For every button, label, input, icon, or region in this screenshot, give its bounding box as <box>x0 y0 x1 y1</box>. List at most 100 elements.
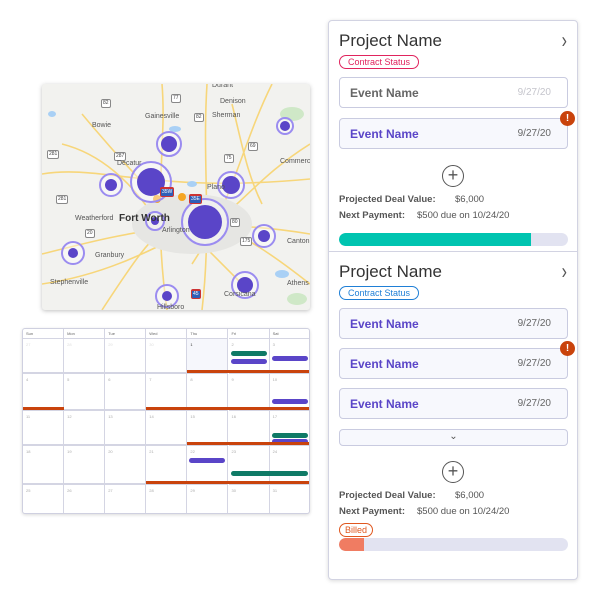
calendar-day-cell[interactable]: 21 <box>146 446 188 485</box>
event-date: 9/27/20 <box>517 398 551 409</box>
event-item[interactable]: Event Name 9/27/20! <box>339 111 575 149</box>
cluster-marker[interactable] <box>137 168 165 196</box>
calendar-day-cell[interactable]: 27 <box>105 485 147 513</box>
city-label: Denison <box>220 98 246 105</box>
calendar: Sun Mon Tue Wed Thu Fri Sat 27 28 29 30 1 2 3 4 5 6 7 8 9 10… <box>22 328 310 514</box>
calendar-span-line[interactable] <box>187 370 309 373</box>
event-name: Event Name <box>350 86 419 100</box>
calendar-span-line[interactable] <box>23 407 65 410</box>
expand-events-button[interactable]: ⌄ <box>339 429 568 446</box>
next-payment-label: Next Payment: <box>339 210 405 221</box>
calendar-day-cell[interactable]: 8 <box>187 374 229 411</box>
calendar-day-cell[interactable]: 9 <box>228 374 270 411</box>
deal-value: $6,000 <box>455 194 485 205</box>
calendar-day-cell[interactable]: 12 <box>64 411 106 446</box>
calendar-span-line[interactable] <box>146 407 309 410</box>
progress-fill <box>339 233 532 246</box>
exclamation-icon[interactable]: ! <box>560 341 575 356</box>
calendar-day-cell[interactable]: 10 <box>269 374 309 411</box>
cluster-marker[interactable] <box>222 176 240 194</box>
calendar-day-cell[interactable]: 30 <box>146 339 188 374</box>
city-label: Corsicana <box>224 291 256 298</box>
project-title[interactable]: Project Name <box>339 262 442 281</box>
add-event-button[interactable]: + <box>442 165 464 187</box>
calendar-day-cell[interactable]: 29 <box>105 339 147 374</box>
highway-shield: 80 <box>230 218 240 227</box>
payment-progress-bar <box>339 538 568 551</box>
calendar-day-cell[interactable]: 25 <box>23 485 65 513</box>
chevron-right-icon[interactable]: › <box>561 260 567 285</box>
highway-shield: 175 <box>240 237 253 246</box>
exclamation-icon[interactable]: ! <box>560 111 575 126</box>
city-label: Hillsboro <box>157 304 185 310</box>
project-title[interactable]: Project Name <box>339 31 442 50</box>
highway-shield: 75 <box>224 154 234 163</box>
calendar-day-cell[interactable]: 1 <box>187 339 229 374</box>
calendar-event[interactable] <box>271 439 308 444</box>
event-item[interactable]: Event Name 9/27/20! <box>339 341 575 379</box>
calendar-span-line[interactable] <box>146 481 309 484</box>
deal-value-label: Projected Deal Value: <box>339 194 436 205</box>
calendar-day-cell[interactable]: 13 <box>105 411 147 446</box>
highway-shield: 35E <box>189 194 202 204</box>
calendar-day-cell[interactable]: 6 <box>105 374 147 411</box>
city-label: Bowie <box>92 122 112 129</box>
calendar-day-cell[interactable]: 2 <box>228 339 270 374</box>
project-panel: Project Name › Contract Status Event Name 9/… <box>328 20 578 580</box>
calendar-day-cell[interactable]: 19 <box>64 446 106 485</box>
calendar-event[interactable] <box>271 398 308 404</box>
calendar-day-cell[interactable]: 18 <box>23 446 65 485</box>
calendar-event[interactable] <box>230 351 267 356</box>
deal-value-label: Projected Deal Value: <box>339 490 436 501</box>
chevron-right-icon[interactable]: › <box>561 29 567 54</box>
event-item[interactable]: Event Name 9/27/20 <box>339 388 568 419</box>
calendar-event[interactable] <box>230 359 267 364</box>
calendar-day-cell[interactable]: 16 <box>228 411 270 446</box>
calendar-day-cell[interactable]: 11 <box>23 411 65 446</box>
calendar-event[interactable] <box>271 432 308 438</box>
calendar-day-cell[interactable]: 14 <box>146 411 188 446</box>
event-name: Event Name <box>350 397 419 411</box>
calendar-day-cell[interactable]: 20 <box>105 446 147 485</box>
calendar-span-line[interactable] <box>187 442 309 445</box>
calendar-day-header: Sat <box>269 329 309 339</box>
calendar-day-cell[interactable]: 28 <box>146 485 188 513</box>
calendar-day-cell[interactable]: 5 <box>64 374 106 411</box>
highway-shield: 77 <box>171 94 181 103</box>
cluster-marker[interactable] <box>151 217 159 225</box>
city-label: Gainesville <box>145 113 180 120</box>
calendar-day-cell[interactable]: 24 <box>269 446 309 485</box>
event-item[interactable]: Event Name 9/27/20 <box>339 77 568 108</box>
calendar-day-cell[interactable]: 28 <box>64 339 106 374</box>
highway-shield: 82 <box>101 99 111 108</box>
cluster-marker[interactable] <box>188 205 222 239</box>
cluster-marker[interactable] <box>105 179 117 191</box>
calendar-event[interactable] <box>230 470 308 476</box>
project-card: Project Name › Contract Status Event Name 9/… <box>329 251 577 581</box>
calendar-day-cell[interactable]: 23 <box>228 446 270 485</box>
calendar-day-cell[interactable]: 7 <box>146 374 188 411</box>
calendar-day-cell[interactable]: 30 <box>229 485 270 513</box>
calendar-day-cell[interactable]: 22 <box>187 446 229 485</box>
calendar-day-cell[interactable]: 26 <box>64 485 106 513</box>
map[interactable]: 77 82 82 69 287 281 75 281 20 175 80 35W 35E 45 Duran… <box>42 84 310 310</box>
cluster-marker[interactable] <box>280 121 290 131</box>
cluster-marker[interactable] <box>258 230 270 242</box>
next-payment-value: $500 due on 10/24/20 <box>417 210 510 221</box>
calendar-day-cell[interactable]: 17 <box>269 411 309 446</box>
cluster-marker[interactable] <box>68 248 78 258</box>
event-item[interactable]: Event Name 9/27/20 <box>339 308 568 339</box>
cluster-marker[interactable] <box>162 291 172 301</box>
calendar-day-cell[interactable]: 4 <box>23 374 65 411</box>
calendar-day-cell[interactable]: 27 <box>23 339 65 374</box>
calendar-event[interactable] <box>271 355 308 361</box>
cluster-marker[interactable] <box>161 136 177 152</box>
calendar-day-cell[interactable]: 3 <box>269 339 309 374</box>
calendar-day-cell[interactable]: 29 <box>187 485 229 513</box>
highway-shield: 82 <box>194 113 204 122</box>
calendar-day-cell[interactable]: 31 <box>270 485 309 513</box>
calendar-day-cell[interactable]: 15 <box>187 411 229 446</box>
add-event-button[interactable]: + <box>442 461 464 483</box>
calendar-event[interactable] <box>189 458 226 463</box>
cluster-marker[interactable] <box>237 277 253 293</box>
